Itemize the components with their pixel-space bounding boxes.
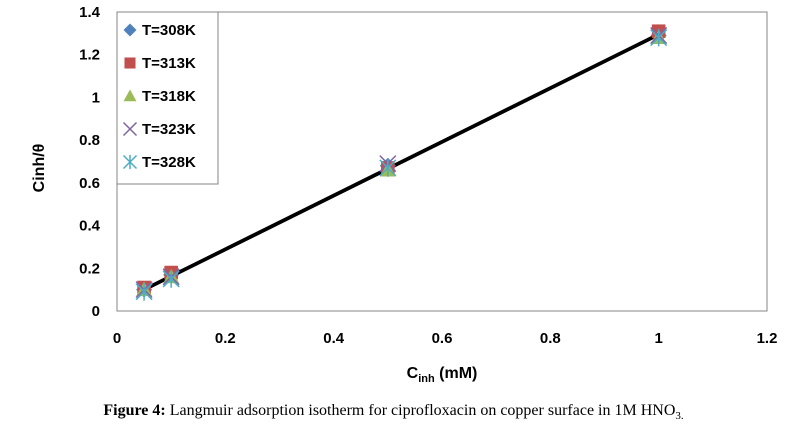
data-point-t-328k: [162, 270, 180, 288]
legend-label: T=313K: [142, 55, 196, 72]
fit-line-t-328k: [143, 34, 660, 292]
y-tick-label: 0.4: [79, 218, 101, 235]
x-tick-label: 1.2: [757, 330, 778, 347]
y-axis-title: Cinh/θ: [31, 144, 48, 193]
y-tick-label: 0: [92, 303, 100, 320]
y-tick-label: 0.2: [79, 260, 100, 277]
x-axis-title-sub: inh: [418, 373, 435, 385]
legend-marker-t-313k: [124, 57, 136, 69]
x-tick-label: 0: [113, 330, 121, 347]
legend-label: T=318K: [142, 88, 196, 105]
chart: 0 0.2 0.4 0.6 0.8 1 1.2 1.4 0 0.2 0.4 0.6 0.8 1 1.2 C…: [31, 4, 778, 385]
caption-subscript: 3.: [675, 410, 684, 423]
data-point-t-328k: [650, 28, 668, 47]
data-point-t-328k: [135, 282, 153, 301]
caption-text: Langmuir adsorption isotherm for ciprofl…: [165, 402, 676, 419]
data-points: [135, 24, 668, 301]
y-tick-label: 1.4: [79, 4, 101, 21]
x-tick-label: 0.2: [215, 330, 236, 347]
data-point-t-328k: [379, 159, 397, 177]
legend-marker-t-328k: [122, 154, 138, 170]
figure-caption: Figure 4: Langmuir adsorption isotherm f…: [0, 402, 787, 422]
caption-label: Figure 4:: [103, 402, 166, 419]
x-axis-title-main: C: [407, 365, 419, 382]
x-tick-label: 1: [654, 330, 662, 347]
legend-marker-t-318k: [123, 89, 137, 102]
x-axis-title-rest: (mM): [435, 365, 478, 382]
y-axis-ticks: 0 0.2 0.4 0.6 0.8 1 1.2 1.4: [79, 4, 101, 320]
legend-marker-t-308k: [123, 23, 137, 37]
legend-label: T=323K: [142, 121, 196, 138]
legend-label: T=308K: [142, 22, 196, 39]
y-tick-label: 0.6: [79, 175, 100, 192]
x-tick-label: 0.4: [323, 330, 345, 347]
x-axis-ticks: 0 0.2 0.4 0.6 0.8 1 1.2: [113, 330, 778, 347]
x-tick-label: 0.6: [432, 330, 453, 347]
x-tick-label: 0.8: [540, 330, 561, 347]
y-tick-label: 1: [92, 89, 100, 106]
legend-label: T=328K: [142, 154, 196, 171]
y-tick-label: 1.2: [79, 47, 100, 64]
fit-lines: [143, 32, 660, 292]
legend: T=308K T=313K T=318K T=323K T=328K: [116, 11, 219, 185]
y-tick-label: 0.8: [79, 132, 100, 149]
legend-marker-t-323k: [122, 121, 138, 137]
x-axis-title: Cinh (mM): [407, 365, 478, 385]
plot-area: [116, 11, 768, 312]
